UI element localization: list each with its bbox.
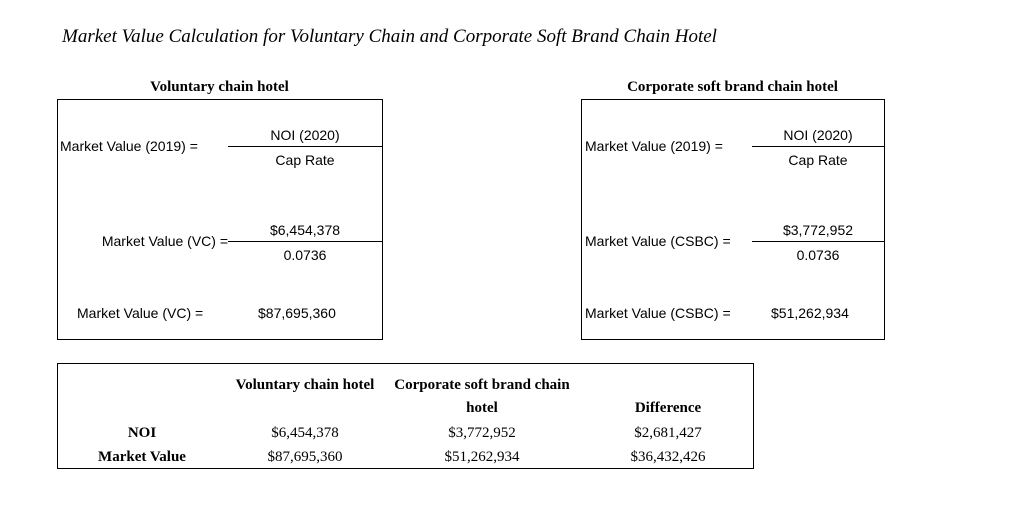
numerator: $6,454,378 xyxy=(269,222,341,238)
fraction-line xyxy=(752,146,884,147)
panel-box xyxy=(581,99,885,340)
row-label: Market Value xyxy=(98,449,186,465)
numerator: NOI (2020) xyxy=(270,127,340,143)
formula-label: Market Value (2019) = xyxy=(585,138,723,154)
table-cell: $3,772,952 xyxy=(448,425,516,441)
numerator: $3,772,952 xyxy=(782,222,854,238)
table-cell: $51,262,934 xyxy=(444,449,520,465)
panel-heading: Corporate soft brand chain hotel xyxy=(627,79,838,95)
table-cell: $36,432,426 xyxy=(630,449,706,465)
formula-label: Market Value (VC) = xyxy=(101,233,228,249)
title: Market Value Calculation for Voluntary C… xyxy=(62,26,717,47)
formula-label: Market Value (CSBC) = xyxy=(585,305,731,321)
denominator: Cap Rate xyxy=(275,152,335,168)
numerator: NOI (2020) xyxy=(783,127,853,143)
denominator: 0.0736 xyxy=(796,247,840,263)
panel-box xyxy=(57,99,383,340)
table-cell: $6,454,378 xyxy=(271,425,339,441)
fraction-line xyxy=(752,241,884,242)
denominator: Cap Rate xyxy=(788,152,848,168)
column-header: Difference xyxy=(634,400,702,416)
table-box xyxy=(57,363,754,469)
formula-label: Market Value (CSBC) = xyxy=(585,233,731,249)
denominator: 0.0736 xyxy=(283,247,327,263)
result: $51,262,934 xyxy=(771,305,849,321)
panel-heading: Voluntary chain hotel xyxy=(150,79,289,95)
row-label: NOI xyxy=(127,425,157,441)
formula-label: Market Value (2019) = xyxy=(60,138,198,154)
column-header: Corporate soft brand chain hotel xyxy=(394,377,570,416)
fraction-line xyxy=(228,146,382,147)
result: $87,695,360 xyxy=(258,305,336,321)
table-cell: $87,695,360 xyxy=(267,449,343,465)
fraction-line xyxy=(228,241,382,242)
formula-label: Market Value (VC) = xyxy=(77,305,204,321)
table-cell: $2,681,427 xyxy=(634,425,702,441)
column-header: Voluntary chain hotel xyxy=(235,377,375,393)
